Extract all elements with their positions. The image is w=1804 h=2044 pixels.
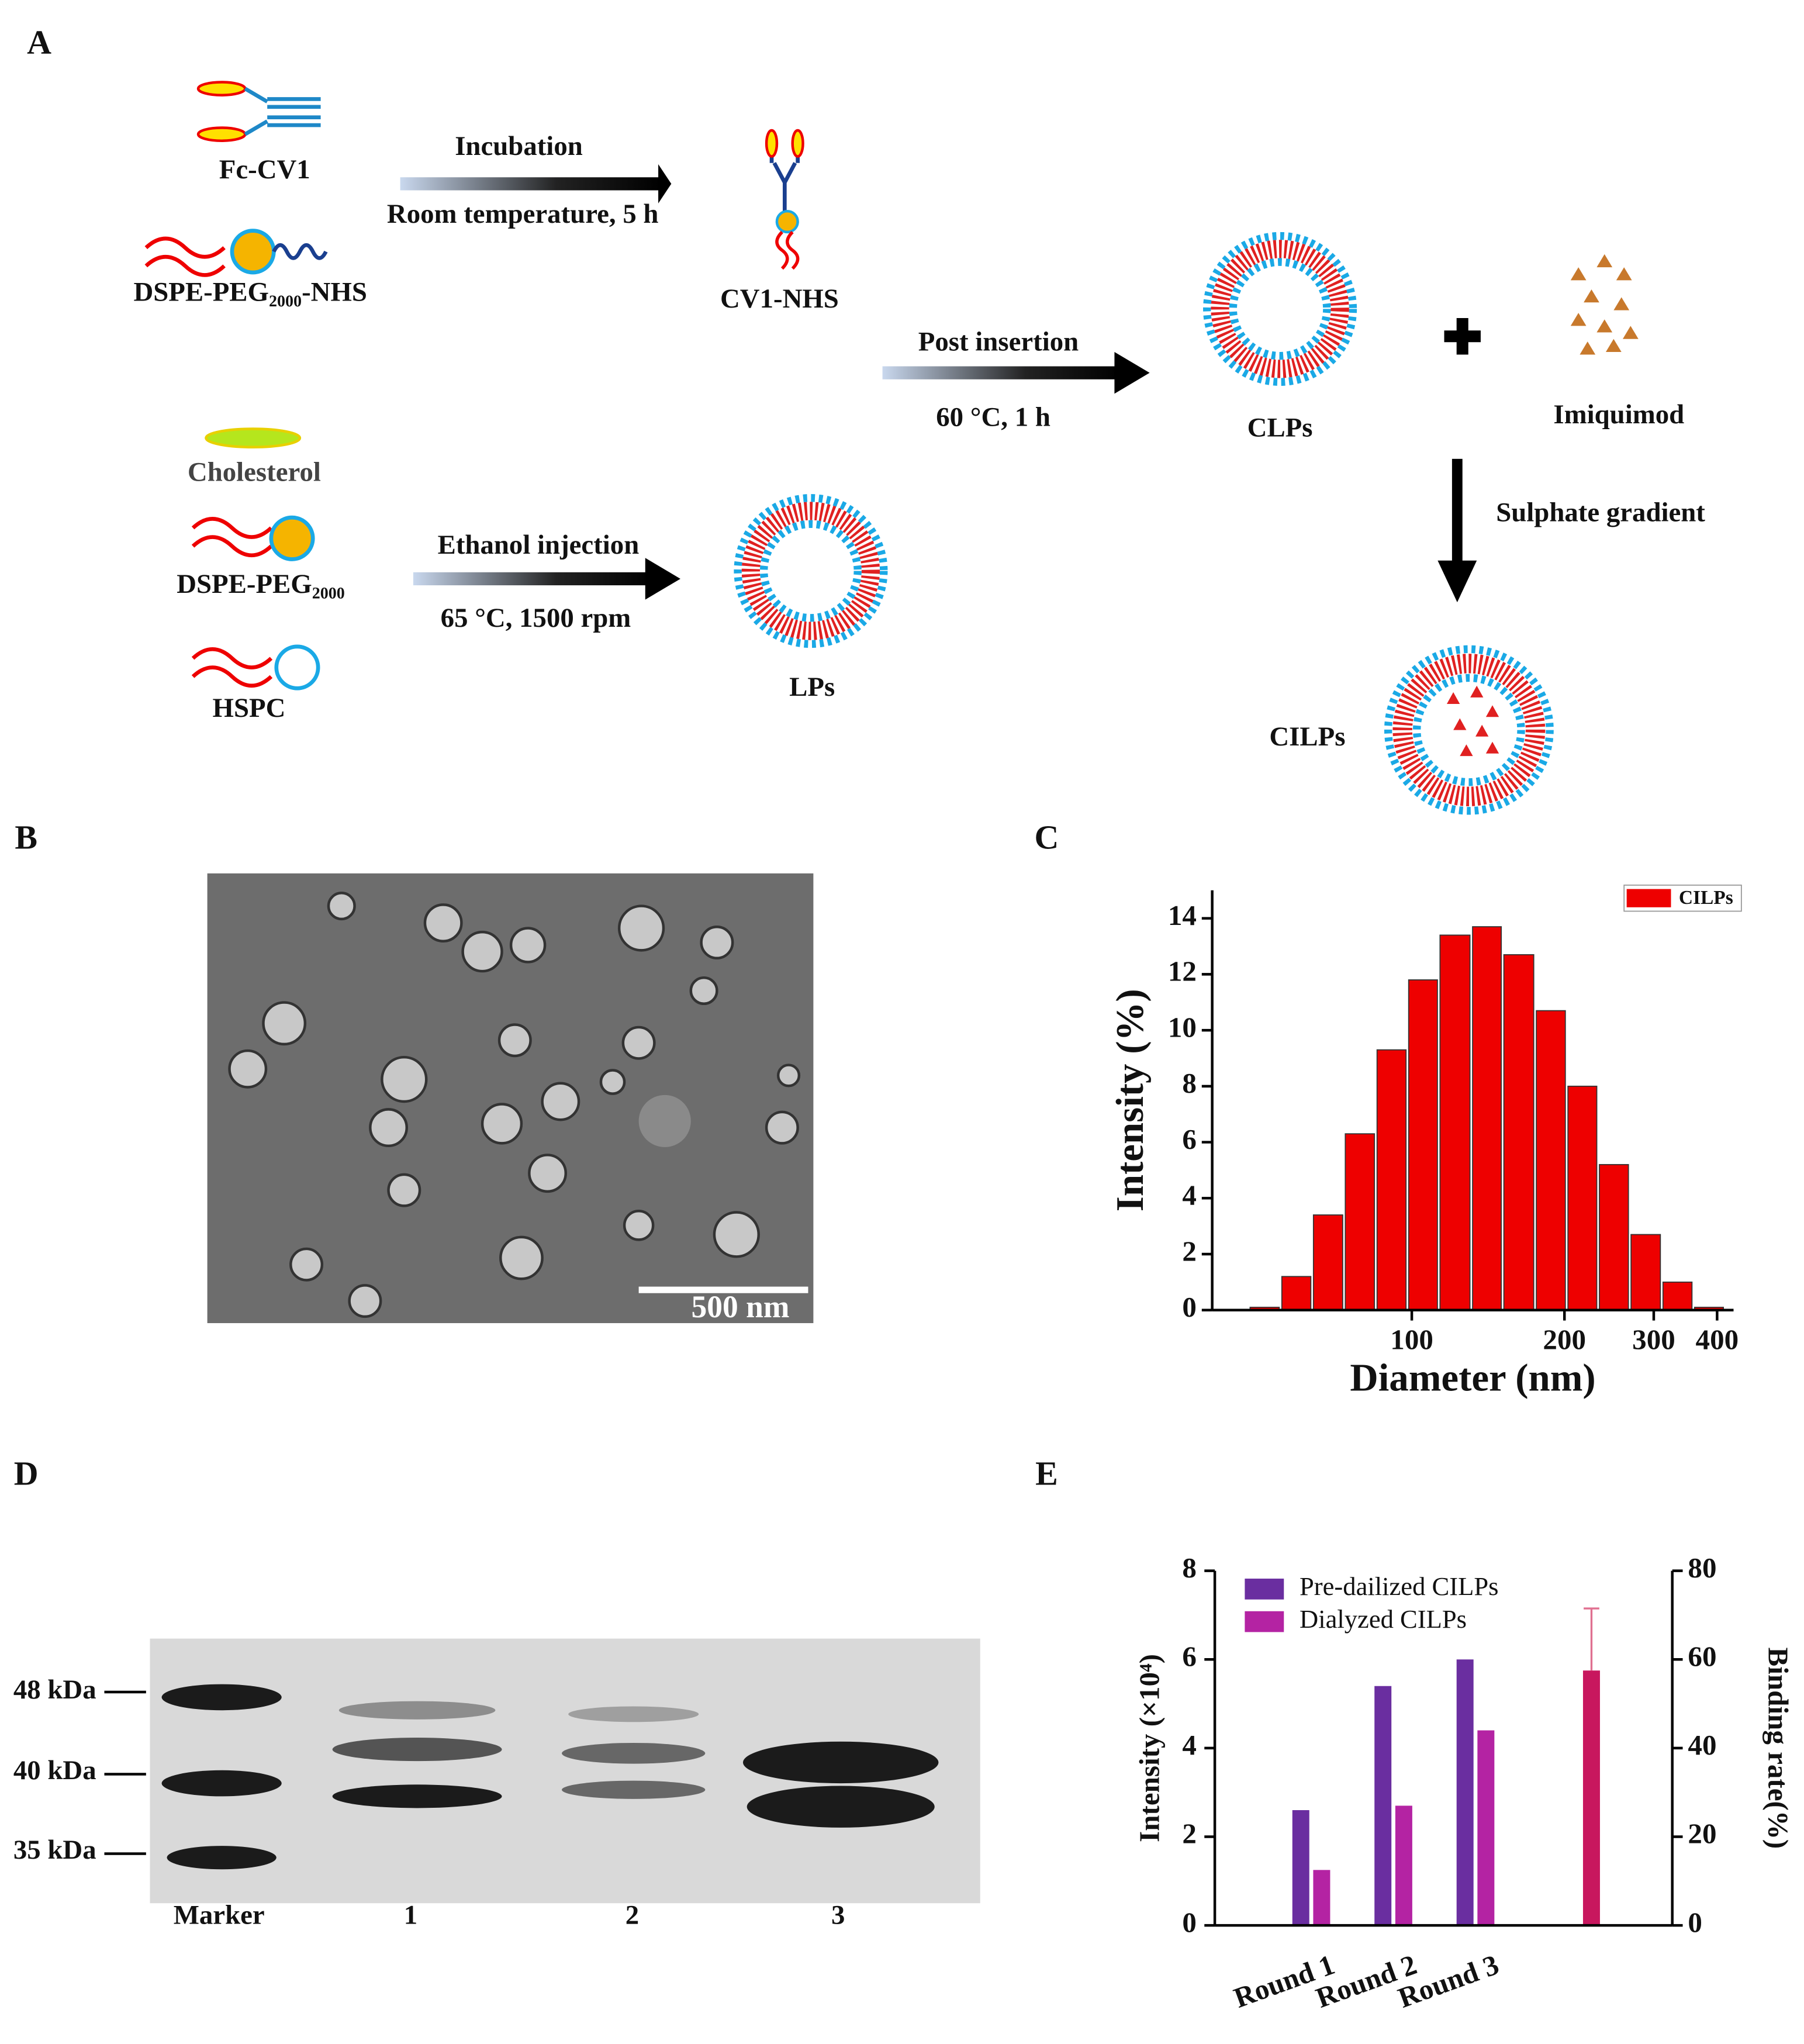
bar <box>1376 1049 1407 1311</box>
y-tick-label: 12 <box>1168 955 1197 988</box>
bar <box>1567 1085 1598 1311</box>
legend-label: Dialyzed CILPs <box>1300 1604 1467 1634</box>
legend-swatch <box>1245 1579 1284 1600</box>
x-tick-label: 400 <box>1696 1324 1739 1356</box>
bar <box>1345 1133 1376 1311</box>
x-tick-label: 200 <box>1543 1324 1586 1356</box>
bar <box>1312 1214 1343 1311</box>
bar <box>1292 1810 1309 1926</box>
label: HSPC <box>213 693 286 723</box>
y-tick-label: 8 <box>1182 1067 1197 1099</box>
bar <box>1630 1234 1661 1311</box>
bar <box>1536 1010 1566 1311</box>
panel-label: B <box>15 818 37 856</box>
scheme: Fc-CV1 DSPE-PEG₂₀₀₀-NHS Incubation Room … <box>133 81 1705 815</box>
bar <box>1472 926 1502 1311</box>
y2-tick-label: 20 <box>1688 1818 1716 1850</box>
bar <box>1456 1659 1474 1926</box>
label: CV1-NHS <box>720 284 839 314</box>
y-tick-label: 2 <box>1182 1235 1197 1267</box>
lane-label: Marker <box>174 1900 265 1930</box>
label: Post insertion <box>918 326 1079 357</box>
x-tick-label: 300 <box>1632 1324 1675 1356</box>
bar <box>1662 1281 1693 1311</box>
y2-tick-label: 80 <box>1688 1552 1716 1584</box>
label: 60 °C, 1 h <box>936 402 1050 433</box>
label: CILPs <box>1269 721 1345 752</box>
bar <box>1374 1686 1392 1926</box>
bar <box>1599 1163 1629 1311</box>
lane-label: 3 <box>831 1900 845 1930</box>
y-axis-label: Intensity (%) <box>1108 989 1152 1211</box>
marker-label: 40 kDa <box>13 1755 96 1786</box>
bar <box>1395 1805 1412 1926</box>
label: CLPs <box>1247 413 1313 443</box>
y-tick-label: 4 <box>1182 1179 1197 1211</box>
lane-label: 1 <box>404 1900 417 1930</box>
legend-swatch <box>1626 889 1671 907</box>
y2-tick-label: 60 <box>1688 1641 1716 1673</box>
label: DSPE-PEG₂₀₀₀ <box>177 569 345 599</box>
label: Cholesterol <box>188 457 321 487</box>
y-tick-label: 8 <box>1182 1552 1197 1584</box>
label: Incubation <box>455 131 583 161</box>
label: LPs <box>789 672 835 702</box>
panel-label: C <box>1035 818 1059 856</box>
y-tick-label: 0 <box>1182 1291 1197 1323</box>
bar <box>1281 1276 1312 1311</box>
y-axis-label: Intensity (×10⁴) <box>1133 1654 1165 1842</box>
legend-label: CILPs <box>1679 887 1733 909</box>
label: 65 °C, 1500 rpm <box>441 603 631 633</box>
label: Fc-CV1 <box>219 154 310 185</box>
bar <box>1313 1870 1330 1926</box>
label: Ethanol injection <box>438 530 640 560</box>
legend-frame <box>1623 885 1742 912</box>
label: Sulphate gradient <box>1496 497 1705 527</box>
scale-bar-label: 500 nm <box>692 1289 790 1324</box>
y2-tick-label: 40 <box>1688 1729 1716 1761</box>
label: DSPE-PEG₂₀₀₀-NHS <box>133 277 367 308</box>
y-tick-label: 6 <box>1182 1123 1197 1155</box>
y2-axis-label: Binding rate(%) <box>1762 1648 1795 1849</box>
bar <box>1582 1670 1600 1926</box>
tem-image: 500 nm <box>207 873 814 1324</box>
bar <box>1477 1730 1495 1926</box>
marker-label: 48 kDa <box>13 1674 96 1705</box>
x-axis-label: Diameter (nm) <box>1350 1356 1595 1400</box>
panel-label: A <box>27 23 51 61</box>
y-tick-label: 4 <box>1182 1729 1197 1761</box>
marker-label: 35 kDa <box>13 1835 96 1865</box>
y-tick-label: 0 <box>1182 1906 1197 1938</box>
panel-label: E <box>1035 1454 1058 1492</box>
label: Room temperature, 5 h <box>387 199 659 229</box>
gel: 48 kDa 40 kDa 35 kDa Marker 1 2 3 <box>13 1638 980 1930</box>
lane-label: 2 <box>625 1900 639 1930</box>
legend-swatch <box>1245 1611 1284 1632</box>
y-tick-label: 6 <box>1182 1641 1197 1673</box>
bar <box>1439 934 1471 1311</box>
y-tick-label: 10 <box>1168 1011 1197 1043</box>
y-tick-label: 14 <box>1168 899 1197 931</box>
y-tick-label: 2 <box>1182 1818 1197 1850</box>
panel-label: D <box>14 1454 39 1492</box>
bar <box>1503 954 1535 1311</box>
bar <box>1408 979 1438 1311</box>
legend-label: Pre-dailized CILPs <box>1300 1572 1498 1601</box>
error-bar <box>1584 1607 1599 1671</box>
label: Imiquimod <box>1553 399 1684 430</box>
x-tick-label: 100 <box>1390 1324 1433 1356</box>
y2-tick-label: 0 <box>1688 1906 1702 1938</box>
